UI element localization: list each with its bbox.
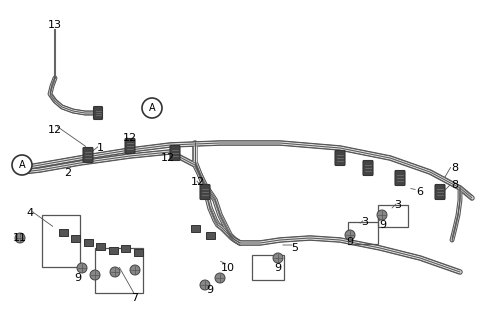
Bar bbox=[96, 242, 105, 250]
FancyBboxPatch shape bbox=[363, 160, 373, 176]
Text: A: A bbox=[19, 160, 25, 170]
FancyBboxPatch shape bbox=[170, 145, 180, 160]
Circle shape bbox=[110, 267, 120, 277]
Bar bbox=[133, 248, 143, 256]
Text: 7: 7 bbox=[132, 293, 139, 303]
Circle shape bbox=[90, 270, 100, 280]
FancyBboxPatch shape bbox=[200, 185, 210, 200]
Bar bbox=[84, 238, 93, 245]
FancyBboxPatch shape bbox=[395, 171, 405, 186]
Circle shape bbox=[130, 265, 140, 275]
Bar bbox=[120, 244, 130, 252]
Bar bbox=[108, 246, 118, 254]
Bar bbox=[191, 224, 200, 231]
FancyBboxPatch shape bbox=[125, 138, 135, 153]
Circle shape bbox=[142, 98, 162, 118]
Text: 1: 1 bbox=[96, 143, 104, 153]
Bar bbox=[71, 234, 80, 241]
Text: A: A bbox=[149, 103, 156, 113]
Circle shape bbox=[345, 230, 355, 240]
Text: 12: 12 bbox=[191, 177, 205, 187]
FancyBboxPatch shape bbox=[435, 185, 445, 200]
Circle shape bbox=[215, 273, 225, 283]
Text: 2: 2 bbox=[64, 168, 72, 178]
Text: 4: 4 bbox=[26, 208, 34, 218]
Circle shape bbox=[273, 253, 283, 263]
Text: 9: 9 bbox=[74, 273, 82, 283]
Text: 3: 3 bbox=[395, 200, 401, 210]
Text: 9: 9 bbox=[206, 285, 214, 295]
Circle shape bbox=[377, 210, 387, 220]
Text: 8: 8 bbox=[451, 163, 458, 173]
Text: 12: 12 bbox=[161, 153, 175, 163]
Text: 9: 9 bbox=[347, 237, 354, 247]
FancyBboxPatch shape bbox=[83, 147, 93, 162]
Text: 9: 9 bbox=[379, 220, 386, 230]
Bar bbox=[378, 205, 408, 227]
Circle shape bbox=[12, 155, 32, 175]
Text: 12: 12 bbox=[48, 125, 62, 135]
Bar bbox=[348, 222, 378, 244]
Text: 3: 3 bbox=[361, 217, 369, 227]
Circle shape bbox=[77, 263, 87, 273]
Bar bbox=[252, 255, 284, 280]
Text: 13: 13 bbox=[48, 20, 62, 30]
FancyBboxPatch shape bbox=[335, 150, 345, 165]
Circle shape bbox=[15, 233, 25, 243]
Text: 12: 12 bbox=[123, 133, 137, 143]
Bar bbox=[59, 228, 68, 235]
Bar bbox=[42, 215, 80, 267]
Text: 9: 9 bbox=[275, 263, 282, 273]
Circle shape bbox=[200, 280, 210, 290]
Text: 10: 10 bbox=[221, 263, 235, 273]
Text: 5: 5 bbox=[291, 243, 299, 253]
FancyBboxPatch shape bbox=[94, 107, 103, 120]
Text: 8: 8 bbox=[451, 180, 458, 190]
Text: 11: 11 bbox=[13, 233, 27, 243]
Text: 6: 6 bbox=[417, 187, 423, 197]
Bar bbox=[205, 231, 215, 238]
Bar bbox=[95, 248, 143, 293]
